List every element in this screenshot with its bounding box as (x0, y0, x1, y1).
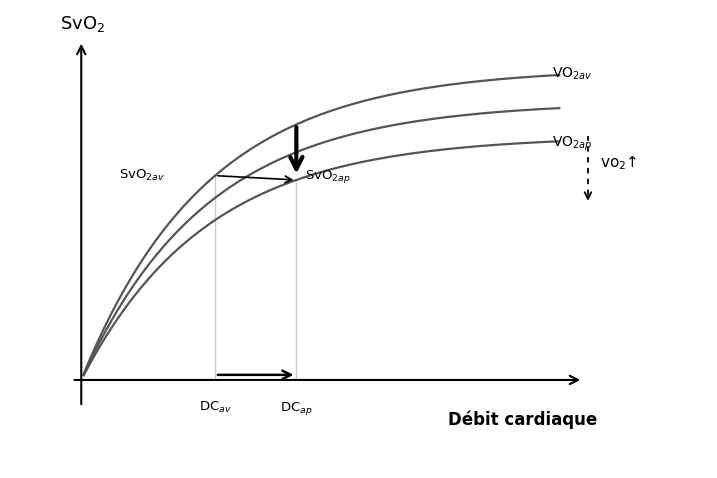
Text: SvO$_{2av}$: SvO$_{2av}$ (120, 168, 166, 183)
Text: SvO$_2$: SvO$_2$ (60, 14, 105, 34)
Text: VO$_{2av}$: VO$_{2av}$ (552, 66, 593, 82)
Text: SvO$_{2ap}$: SvO$_{2ap}$ (305, 168, 351, 185)
Text: Débit cardiaque: Débit cardiaque (448, 411, 597, 429)
Text: vo$_2$↑: vo$_2$↑ (600, 154, 637, 172)
Text: DC$_{av}$: DC$_{av}$ (199, 400, 232, 415)
Text: VO$_{2ap}$: VO$_{2ap}$ (552, 134, 592, 153)
Text: DC$_{ap}$: DC$_{ap}$ (280, 400, 313, 417)
